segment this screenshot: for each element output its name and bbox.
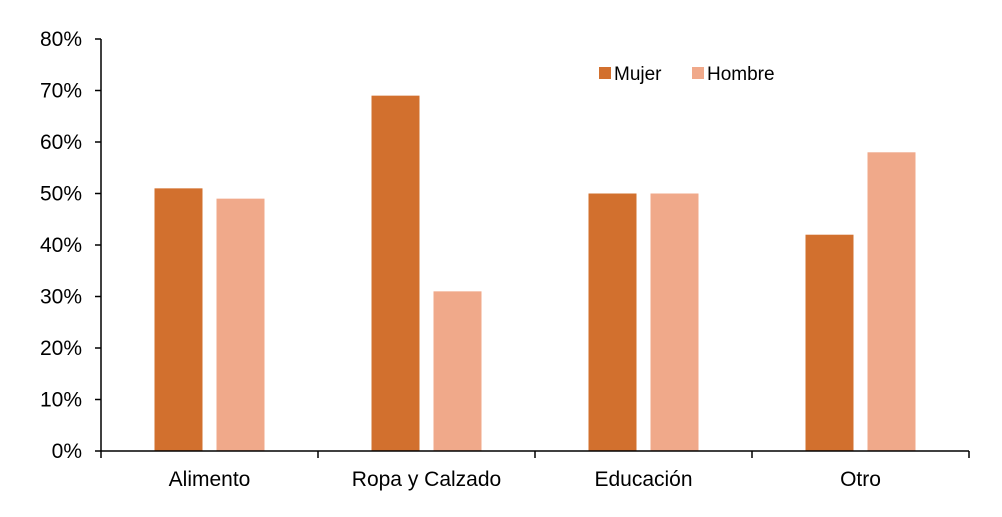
y-tick-label: 20% — [40, 337, 82, 360]
legend-label-hombre: Hombre — [707, 64, 775, 85]
bar-mujer-0 — [154, 188, 203, 451]
legend: Mujer Hombre — [599, 64, 775, 85]
bar-hombre-3 — [867, 152, 916, 452]
y-tick-label: 10% — [40, 389, 82, 412]
x-category-label: Otro — [840, 468, 881, 491]
x-category-label: Educación — [594, 468, 692, 491]
y-tick-label: 30% — [40, 286, 82, 309]
legend-swatch-mujer — [599, 67, 611, 79]
y-axis-ticks: 0% 10% 20% 30% 40% 50% 60% 70% 80% — [40, 28, 101, 463]
x-axis: Alimento Ropa y Calzado Educación Otro — [100, 451, 970, 491]
y-tick-label: 70% — [40, 80, 82, 103]
bar-hombre-2 — [650, 193, 699, 451]
bar-hombre-0 — [216, 198, 265, 451]
legend-swatch-hombre — [692, 67, 704, 79]
y-tick-label: 80% — [40, 28, 82, 51]
bar-mujer-2 — [588, 193, 637, 451]
x-category-label: Alimento — [169, 468, 251, 491]
bar-hombre-1 — [433, 291, 482, 451]
y-tick-label: 60% — [40, 131, 82, 154]
y-tick-label: 40% — [40, 234, 82, 257]
bars — [154, 95, 916, 452]
x-category-label: Ropa y Calzado — [352, 468, 501, 491]
y-tick-label: 0% — [52, 440, 82, 463]
legend-label-mujer: Mujer — [614, 64, 662, 85]
bar-mujer-1 — [371, 95, 420, 452]
y-tick-label: 50% — [40, 183, 82, 206]
bar-mujer-3 — [805, 234, 854, 451]
